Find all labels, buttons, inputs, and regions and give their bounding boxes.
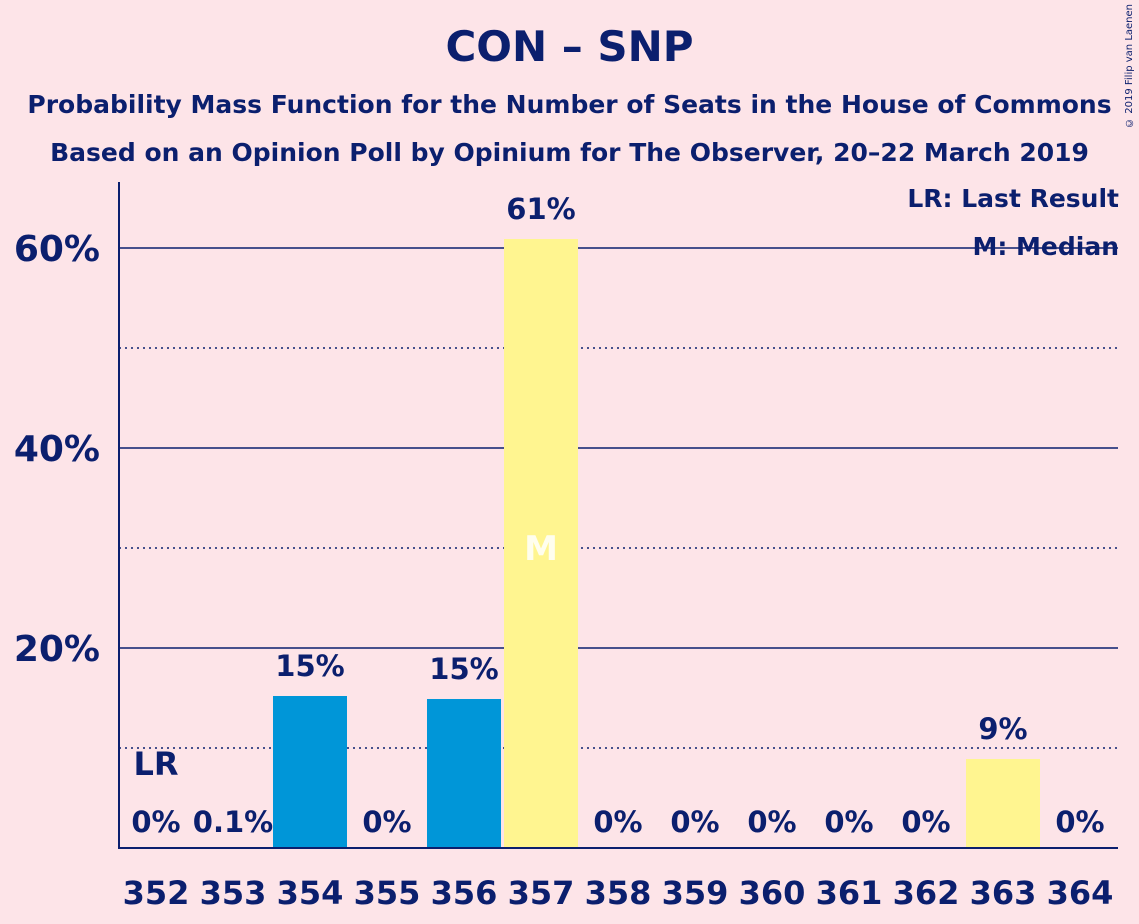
x-tick-label-362: 362 bbox=[893, 874, 960, 912]
value-label-362: 0% bbox=[901, 805, 950, 839]
value-label-352: 0% bbox=[131, 805, 180, 839]
x-tick-label-356: 356 bbox=[431, 874, 498, 912]
x-tick-label-358: 358 bbox=[585, 874, 652, 912]
x-tick-label-360: 360 bbox=[739, 874, 806, 912]
y-tick-label: 20% bbox=[14, 629, 100, 670]
value-label-358: 0% bbox=[593, 805, 642, 839]
bar-357 bbox=[504, 239, 578, 848]
value-label-360: 0% bbox=[747, 805, 796, 839]
chart-subtitle-1: Probability Mass Function for the Number… bbox=[27, 90, 1112, 119]
value-label-359: 0% bbox=[670, 805, 719, 839]
median-marker: M bbox=[524, 529, 558, 569]
chart-subtitle-2: Based on an Opinion Poll by Opinium for … bbox=[50, 138, 1089, 167]
value-label-357: 61% bbox=[506, 192, 575, 226]
x-tick-label-364: 364 bbox=[1047, 874, 1114, 912]
chart-title: CON – SNP bbox=[445, 22, 694, 71]
value-label-363: 9% bbox=[978, 712, 1027, 746]
value-label-354: 15% bbox=[275, 649, 344, 683]
bar-356 bbox=[427, 699, 501, 848]
legend-median: M: Median bbox=[972, 232, 1119, 261]
value-label-355: 0% bbox=[362, 805, 411, 839]
value-label-356: 15% bbox=[429, 652, 498, 686]
y-tick-label: 40% bbox=[14, 429, 100, 470]
bar-363 bbox=[966, 759, 1040, 848]
y-tick-label: 60% bbox=[14, 229, 100, 270]
last-result-marker: LR bbox=[133, 745, 178, 783]
x-tick-label-357: 357 bbox=[508, 874, 575, 912]
x-tick-label-354: 354 bbox=[277, 874, 344, 912]
value-label-353: 0.1% bbox=[193, 805, 273, 839]
x-tick-label-353: 353 bbox=[200, 874, 267, 912]
x-tick-label-355: 355 bbox=[354, 874, 421, 912]
value-label-364: 0% bbox=[1055, 805, 1104, 839]
x-tick-label-359: 359 bbox=[662, 874, 729, 912]
x-tick-label-363: 363 bbox=[970, 874, 1037, 912]
x-tick-label-352: 352 bbox=[123, 874, 190, 912]
x-tick-label-361: 361 bbox=[816, 874, 883, 912]
value-label-361: 0% bbox=[824, 805, 873, 839]
legend-last-result: LR: Last Result bbox=[907, 184, 1119, 213]
bar-354 bbox=[273, 696, 347, 848]
